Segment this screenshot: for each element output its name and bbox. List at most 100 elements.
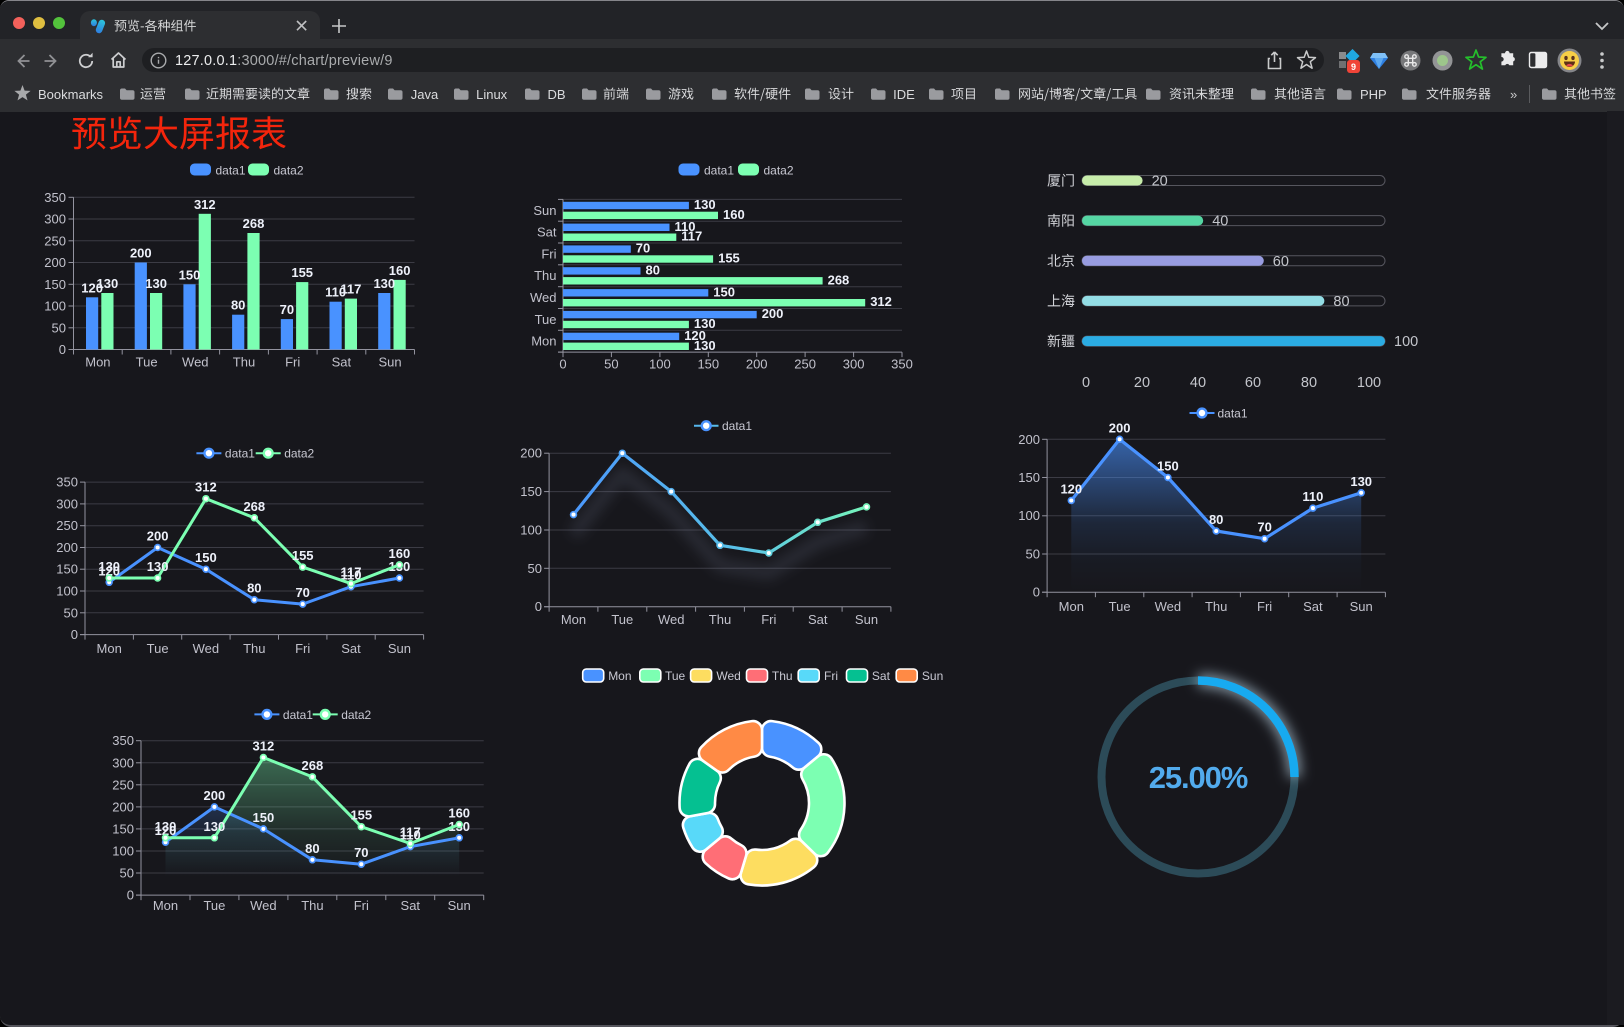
svg-text:Wed: Wed (182, 355, 209, 370)
svg-text:155: 155 (718, 251, 740, 266)
svg-text:Tue: Tue (203, 898, 225, 913)
svg-text:Sun: Sun (448, 898, 471, 913)
svg-text:120: 120 (1060, 482, 1082, 497)
svg-text:9: 9 (1351, 62, 1356, 72)
svg-text:200: 200 (1109, 420, 1131, 435)
svg-text:250: 250 (44, 233, 66, 248)
svg-text:250: 250 (56, 518, 78, 533)
svg-text:250: 250 (794, 357, 816, 372)
svg-text:200: 200 (746, 357, 768, 372)
svg-text:130: 130 (1350, 474, 1372, 489)
svg-text:Fri: Fri (761, 612, 776, 627)
svg-text:150: 150 (112, 821, 134, 836)
svg-text:Sun: Sun (922, 669, 943, 683)
svg-text:300: 300 (843, 357, 865, 372)
svg-text:300: 300 (56, 496, 78, 511)
svg-text:120: 120 (684, 328, 706, 343)
svg-text:80: 80 (247, 581, 261, 596)
svg-text:Fri: Fri (285, 355, 300, 370)
svg-text:0: 0 (127, 888, 134, 903)
svg-text:130: 130 (97, 276, 119, 291)
svg-text:150: 150 (1018, 470, 1040, 485)
svg-text:150: 150 (195, 550, 217, 565)
svg-text:312: 312 (870, 294, 892, 309)
svg-text:Mon: Mon (97, 641, 122, 656)
svg-text:110: 110 (325, 285, 346, 300)
svg-text:150: 150 (56, 562, 78, 577)
svg-text:110: 110 (675, 219, 696, 234)
svg-text:200: 200 (130, 246, 152, 261)
svg-text:117: 117 (681, 229, 702, 244)
svg-text:data1: data1 (216, 164, 246, 178)
svg-text:150: 150 (253, 810, 275, 825)
svg-text:0: 0 (535, 599, 542, 614)
svg-text:40: 40 (1190, 375, 1206, 391)
svg-text:Thu: Thu (1205, 599, 1227, 614)
svg-text:80: 80 (1301, 375, 1317, 391)
svg-text:120: 120 (155, 823, 177, 838)
svg-text:Tue: Tue (611, 612, 633, 627)
svg-text:155: 155 (292, 548, 314, 563)
svg-text:50: 50 (64, 605, 78, 620)
svg-text:Thu: Thu (301, 898, 323, 913)
svg-text:350: 350 (112, 733, 134, 748)
svg-text:80: 80 (1209, 512, 1223, 527)
svg-text:Wed: Wed (250, 898, 277, 913)
svg-text:Wed: Wed (658, 612, 685, 627)
svg-text:Thu: Thu (233, 355, 255, 370)
svg-text:Sun: Sun (855, 612, 878, 627)
svg-text:312: 312 (195, 480, 217, 495)
svg-text:350: 350 (891, 357, 913, 372)
svg-text:200: 200 (147, 529, 169, 544)
svg-text:130: 130 (145, 276, 167, 291)
svg-text:50: 50 (120, 866, 134, 881)
svg-text:200: 200 (762, 306, 784, 321)
svg-text:Tue: Tue (147, 641, 169, 656)
svg-text:200: 200 (112, 799, 134, 814)
svg-text:data1: data1 (704, 164, 734, 178)
svg-text:200: 200 (520, 446, 542, 461)
svg-text:Mon: Mon (153, 898, 178, 913)
svg-text:150: 150 (44, 277, 66, 292)
svg-text:50: 50 (52, 320, 66, 335)
svg-text:Thu: Thu (243, 641, 265, 656)
svg-text:100: 100 (44, 299, 66, 314)
svg-text:130: 130 (373, 276, 395, 291)
svg-text:data2: data2 (764, 164, 794, 178)
svg-text:70: 70 (295, 585, 309, 600)
svg-text:268: 268 (243, 499, 265, 514)
svg-text:150: 150 (179, 267, 201, 282)
svg-text:Sun: Sun (379, 355, 402, 370)
svg-text:60: 60 (1273, 254, 1289, 270)
svg-text:130: 130 (694, 197, 716, 212)
svg-text:117: 117 (400, 825, 421, 840)
svg-text:312: 312 (253, 739, 275, 754)
svg-text:Mon: Mon (531, 334, 556, 349)
svg-text:25.00%: 25.00% (1149, 760, 1248, 795)
svg-text:Wed: Wed (1155, 599, 1182, 614)
svg-text:70: 70 (354, 845, 368, 860)
svg-text:data1: data1 (1218, 407, 1248, 421)
svg-text:200: 200 (204, 788, 226, 803)
svg-text:110: 110 (400, 828, 421, 843)
svg-text:160: 160 (448, 806, 470, 821)
svg-text:Tue: Tue (136, 355, 158, 370)
svg-text:Fri: Fri (295, 641, 310, 656)
svg-text:150: 150 (520, 484, 542, 499)
svg-text:130: 130 (694, 338, 716, 353)
svg-text:130: 130 (98, 559, 120, 574)
svg-text:117: 117 (340, 282, 361, 297)
svg-text:Thu: Thu (534, 268, 556, 283)
svg-text:200: 200 (44, 255, 66, 270)
svg-text:70: 70 (636, 241, 650, 256)
svg-text:Sun: Sun (1350, 599, 1373, 614)
svg-text:20: 20 (1152, 174, 1168, 190)
svg-text:100: 100 (1394, 334, 1418, 350)
svg-text:130: 130 (204, 819, 226, 834)
svg-text:Sat: Sat (341, 641, 361, 656)
svg-text:150: 150 (1157, 459, 1179, 474)
svg-text:117: 117 (341, 565, 362, 580)
svg-text:Mon: Mon (85, 355, 110, 370)
svg-text:data2: data2 (284, 447, 314, 461)
svg-text:155: 155 (350, 808, 372, 823)
